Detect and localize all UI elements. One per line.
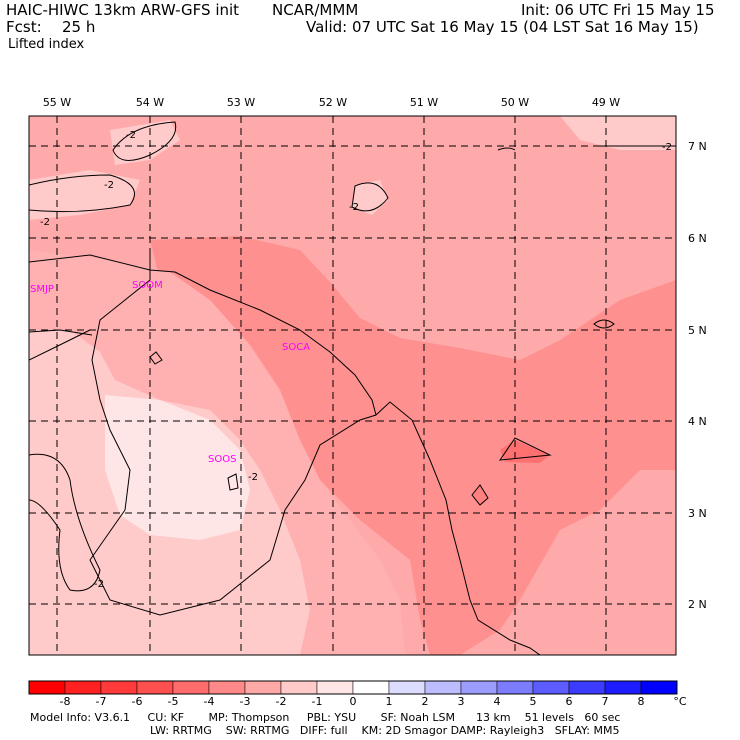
colorbar-tick-label: -7 bbox=[95, 695, 107, 708]
colorbar-swatch bbox=[460, 680, 498, 695]
valid-time: Valid: 07 UTC Sat 16 May 15 (04 LST Sat … bbox=[306, 18, 699, 36]
colorbar-swatch bbox=[100, 680, 138, 695]
lon-label-50w: 50 W bbox=[501, 96, 529, 109]
contour-label: -2 bbox=[104, 180, 114, 191]
colorbar-tick-label: -8 bbox=[59, 695, 71, 708]
lat-label-7n: 7 N bbox=[688, 140, 707, 153]
colorbar-swatch bbox=[388, 680, 426, 695]
contour-label: -2 bbox=[94, 579, 104, 590]
shade-lightest bbox=[105, 395, 250, 540]
colorbar-swatch bbox=[532, 680, 570, 695]
colorbar-swatch bbox=[64, 680, 102, 695]
contour-northwest bbox=[29, 174, 135, 213]
contour-north bbox=[112, 121, 177, 161]
coastline bbox=[29, 254, 541, 655]
contour-dark-spot-2 bbox=[471, 484, 489, 506]
model-info-line2: LW: RRTMG SW: RRTMG DIFF: full KM: 2D Sm… bbox=[150, 724, 620, 737]
colorbar-swatch bbox=[136, 680, 174, 695]
lat-label-6n: 6 N bbox=[688, 232, 707, 245]
colorbar-tick-label: -5 bbox=[167, 695, 179, 708]
forecast-hour: 25 h bbox=[62, 18, 96, 36]
colorbar-tick-label: -4 bbox=[203, 695, 215, 708]
lon-label-49w: 49 W bbox=[592, 96, 620, 109]
colorbar-swatch bbox=[208, 680, 246, 695]
colorbar-swatch bbox=[28, 680, 66, 695]
colorbar-tick-label: -6 bbox=[131, 695, 143, 708]
station-soca: SOCA bbox=[282, 342, 310, 353]
colorbar-tick-label: 0 bbox=[349, 695, 357, 708]
border-suriname-guyana bbox=[89, 255, 377, 616]
colorbar-unit: °C bbox=[673, 695, 687, 708]
contour-label: -2 bbox=[662, 142, 672, 153]
contour-spot-3 bbox=[227, 473, 239, 491]
colorbar-tick-label: 3 bbox=[457, 695, 465, 708]
shade-darker-band bbox=[150, 236, 676, 655]
shade-light-north bbox=[110, 120, 180, 165]
lat-label-3n: 3 N bbox=[688, 507, 707, 520]
lon-labels: 55 W 54 W 53 W 52 W 51 W 50 W 49 W bbox=[43, 96, 620, 109]
colorbar-tick-label: 1 bbox=[385, 695, 393, 708]
station-labels: SMJP SOOM SOCA SOOS bbox=[30, 280, 310, 465]
field-name: Lifted index bbox=[8, 37, 85, 52]
colorbar-swatch bbox=[316, 680, 354, 695]
contour-lines bbox=[29, 121, 676, 592]
station-soom: SOOM bbox=[132, 280, 163, 291]
org-label: NCAR/MMM bbox=[272, 1, 359, 19]
colorbar-swatch bbox=[280, 680, 318, 695]
contour-southwest bbox=[29, 453, 101, 592]
lat-label-4n: 4 N bbox=[688, 415, 707, 428]
contour-spot-small bbox=[149, 351, 163, 365]
contour-west bbox=[29, 329, 91, 361]
colorbar-frame bbox=[28, 680, 678, 695]
lon-label-52w: 52 W bbox=[319, 96, 347, 109]
station-smjp: SMJP bbox=[30, 284, 54, 295]
forecast-label: Fcst: bbox=[6, 18, 42, 36]
shading-layer bbox=[29, 116, 676, 655]
lon-label-51w: 51 W bbox=[410, 96, 438, 109]
contour-label: -2 bbox=[349, 202, 359, 213]
contour-blob-north bbox=[351, 182, 389, 212]
init-time: Init: 06 UTC Fri 15 May 15 bbox=[521, 1, 715, 19]
lat-labels: 7 N 6 N 5 N 4 N 3 N 2 N bbox=[688, 140, 707, 611]
graticule bbox=[29, 116, 676, 655]
shade-dark-spot bbox=[500, 440, 550, 463]
contour-label: -2 bbox=[40, 217, 50, 228]
lon-label-54w: 54 W bbox=[136, 96, 164, 109]
model-info-line1: Model Info: V3.6.1 CU: KF MP: Thompson P… bbox=[30, 711, 621, 724]
colorbar-swatch bbox=[244, 680, 282, 695]
colorbar-swatch bbox=[424, 680, 462, 695]
colorbar-tick-label: -2 bbox=[275, 695, 287, 708]
contour-label: -2 bbox=[126, 130, 136, 141]
colorbar-tick-label: 4 bbox=[493, 695, 501, 708]
colorbar bbox=[28, 680, 678, 695]
contour-dark-spot bbox=[498, 437, 552, 461]
lon-label-53w: 53 W bbox=[227, 96, 255, 109]
colorbar-tick-label: 7 bbox=[601, 695, 609, 708]
colorbar-tick-label: 5 bbox=[529, 695, 537, 708]
lat-label-5n: 5 N bbox=[688, 324, 707, 337]
shade-light-northeast bbox=[560, 116, 676, 150]
colorbar-tick-label: -1 bbox=[311, 695, 323, 708]
colorbar-tick-label: 6 bbox=[565, 695, 573, 708]
station-soos: SOOS bbox=[208, 454, 236, 465]
contour-east-spot bbox=[593, 319, 615, 329]
map-frame bbox=[28, 115, 677, 656]
contour-label: -2 bbox=[248, 472, 258, 483]
lat-label-2n: 2 N bbox=[688, 598, 707, 611]
colorbar-swatch bbox=[172, 680, 210, 695]
contour-small-north bbox=[497, 147, 516, 151]
colorbar-swatch bbox=[352, 680, 390, 695]
contour-labels: -2 -2 -2 -2 -2 -2 -2 bbox=[40, 130, 672, 590]
colorbar-tick-label: 8 bbox=[637, 695, 645, 708]
model-title: HAIC-HIWC 13km ARW-GFS init bbox=[6, 1, 240, 19]
colorbar-tick-label: -3 bbox=[239, 695, 251, 708]
colorbar-swatch bbox=[604, 680, 642, 695]
colorbar-swatch bbox=[640, 680, 678, 695]
colorbar-swatch bbox=[568, 680, 606, 695]
colorbar-tick-label: 2 bbox=[421, 695, 429, 708]
lon-label-55w: 55 W bbox=[43, 96, 71, 109]
colorbar-swatch bbox=[496, 680, 534, 695]
